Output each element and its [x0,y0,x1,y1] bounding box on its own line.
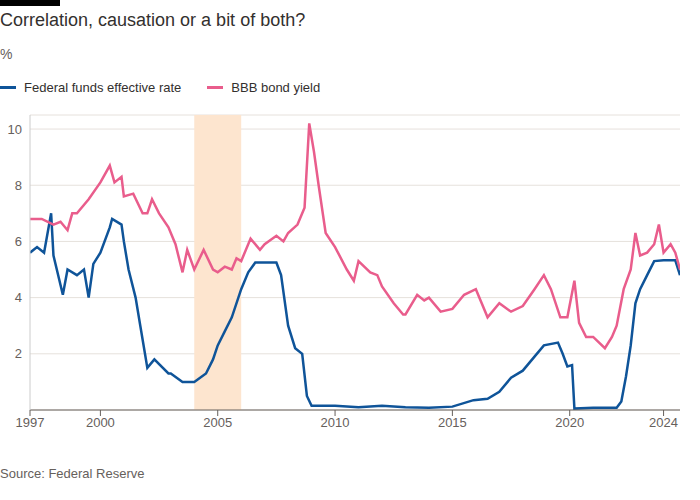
svg-text:2024: 2024 [649,415,678,430]
html-text:Correlation, causation or a bi: Correlation, causation or a bit of both? [0,10,306,30]
svg-text:10: 10 [8,122,22,137]
html-text:BBB bond yield: BBB bond yield [231,80,321,95]
svg-text:8: 8 [15,178,22,193]
svg-text:2015: 2015 [438,415,467,430]
html-text:Federal funds effective rate: Federal funds effective rate [24,80,182,95]
svg-text:2: 2 [15,346,22,361]
svg-text:1997: 1997 [16,415,45,430]
svg-text:6: 6 [15,234,22,249]
html-text:Source: Federal Reserve: Source: Federal Reserve [0,466,145,481]
svg-text:2020: 2020 [555,415,584,430]
svg-text:4: 4 [15,290,22,305]
svg-text:2005: 2005 [203,415,232,430]
svg-text:2010: 2010 [321,415,350,430]
svg-text:2000: 2000 [86,415,115,430]
